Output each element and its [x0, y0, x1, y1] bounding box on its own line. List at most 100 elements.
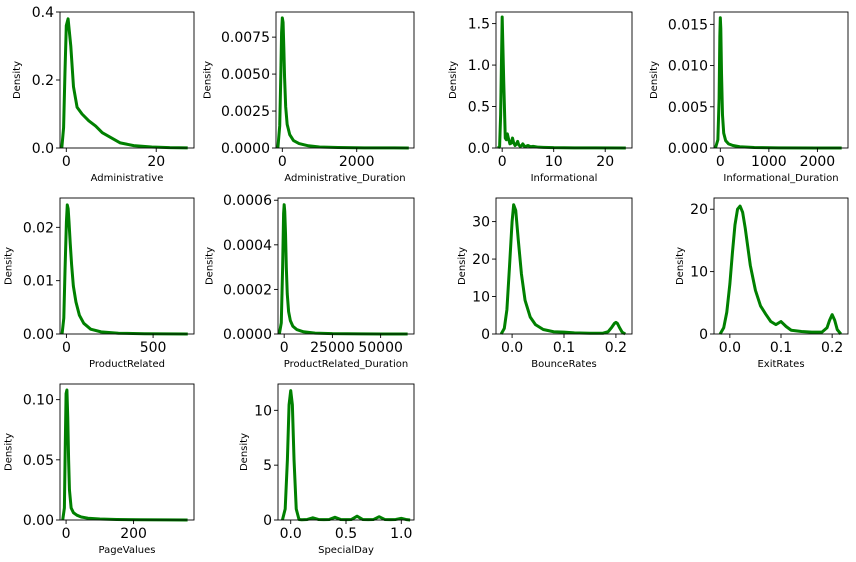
y-tick-label: 20 [690, 202, 708, 218]
y-tick-label: 0.0000 [223, 327, 272, 343]
y-tick-label: 0.0 [32, 141, 54, 157]
y-axis-label: Density [12, 61, 23, 99]
x-axis-label: PageValues [99, 545, 156, 556]
y-tick-label: 0.005 [668, 100, 708, 116]
y-tick-label: 0.0 [468, 141, 490, 157]
axes-frame [59, 197, 195, 335]
x-tick-label: 0.0 [719, 340, 741, 356]
subplot-5: 0 500 0.00 0.01 0.02 ProductRelated Density [4, 197, 195, 370]
y-tick-label: 10 [690, 265, 708, 281]
x-tick-label: 20 [147, 154, 165, 170]
y-tick-label: 0.00 [23, 513, 54, 529]
x-axis-label: ProductRelated [89, 359, 165, 370]
axes-frame [495, 11, 633, 149]
x-tick-label: 20 [596, 154, 614, 170]
x-tick-label: 0.0 [280, 526, 302, 542]
y-tick-label: 1.5 [468, 17, 490, 33]
axes-frame [59, 11, 195, 149]
axes-frame [275, 11, 415, 149]
y-tick-label: 0.015 [668, 17, 708, 33]
y-tick-label: 0.05 [23, 453, 54, 469]
x-axis-label: BounceRates [531, 359, 596, 370]
y-tick-label: 0.000 [668, 141, 708, 157]
y-axis-label: Density [448, 61, 459, 99]
axes-frame [713, 11, 849, 149]
x-tick-label: 0.5 [335, 526, 357, 542]
y-axis-label: Density [239, 433, 250, 471]
y-tick-label: 0 [481, 327, 490, 343]
y-tick-label: 0.0006 [223, 193, 272, 209]
y-axis-label: Density [4, 433, 15, 471]
y-tick-label: 0 [699, 327, 708, 343]
y-tick-label: 20 [472, 252, 490, 268]
x-tick-label: 1000 [751, 154, 787, 170]
y-tick-label: 0.02 [23, 220, 54, 236]
y-tick-label: 0.10 [23, 393, 54, 409]
density-curve [61, 388, 188, 522]
x-tick-label: 0.1 [770, 340, 792, 356]
x-tick-label: 2000 [800, 154, 836, 170]
axes-frame [59, 383, 195, 521]
y-tick-label: 1.0 [468, 58, 490, 74]
axes-frame [277, 383, 415, 521]
y-tick-label: 0.010 [668, 59, 708, 75]
axes-frame [277, 197, 415, 335]
subplot-6: 0 25000 50000 0.0000 0.0002 0.0004 0.0006 Produ… [204, 193, 415, 370]
x-tick-label: 0 [62, 526, 71, 542]
y-axis-label: Density [457, 247, 468, 285]
subplot-4: 0 1000 2000 0.000 0.005 0.010 0.015 Information… [649, 11, 849, 184]
y-tick-label: 0.00 [23, 327, 54, 343]
y-tick-label: 0.5 [468, 100, 490, 116]
x-tick-label: 0 [280, 340, 289, 356]
axes-frame [713, 197, 849, 335]
y-tick-label: 10 [472, 290, 490, 306]
y-tick-label: 0.4 [32, 5, 54, 21]
subplot-1: 0 20 0.0 0.2 0.4 Administrative Density [12, 5, 195, 184]
x-tick-label: 0.0 [501, 340, 523, 356]
x-tick-label: 1.0 [390, 526, 412, 542]
subplot-9: 0 200 0.00 0.05 0.10 PageValues Density [4, 383, 195, 556]
density-curve [60, 203, 188, 336]
y-tick-label: 0.0025 [221, 104, 270, 120]
x-tick-label: 0.2 [821, 340, 843, 356]
subplot-2: 0 2000 0.0000 0.0025 0.0050 0.0075 Administrat… [202, 11, 415, 184]
density-curve [276, 16, 409, 150]
x-tick-label: 50000 [358, 340, 403, 356]
x-tick-label: 0.2 [605, 340, 627, 356]
x-tick-label: 10 [545, 154, 563, 170]
y-tick-label: 0.0004 [223, 238, 272, 254]
x-tick-label: 200 [120, 526, 147, 542]
y-tick-label: 30 [472, 215, 490, 231]
density-curve [499, 203, 627, 336]
x-axis-label: Informational [531, 173, 598, 184]
x-axis-label: Administrative_Duration [284, 173, 405, 184]
density-curve [280, 389, 411, 522]
y-tick-label: 10 [254, 403, 272, 419]
x-axis-label: Informational_Duration [723, 173, 838, 184]
subplot-7: 0.0 0.1 0.2 0 10 20 30 BounceRates Density [457, 197, 633, 370]
y-tick-label: 0.0000 [221, 141, 270, 157]
x-tick-label: 0 [278, 154, 287, 170]
subplot-10: 0.0 0.5 1.0 0 5 10 SpecialDay Density [239, 383, 415, 556]
y-tick-label: 0.0050 [221, 67, 270, 83]
x-tick-label: 0 [62, 340, 71, 356]
density-curve [714, 16, 842, 150]
y-axis-label: Density [204, 247, 215, 285]
x-tick-label: 25000 [310, 340, 355, 356]
density-curve [496, 15, 626, 150]
x-tick-label: 500 [140, 340, 167, 356]
x-axis-label: ExitRates [757, 359, 804, 370]
x-tick-label: 0 [62, 154, 71, 170]
density-curve [718, 204, 843, 335]
subplot-8: 0.0 0.1 0.2 0 10 20 ExitRates Density [675, 197, 849, 370]
y-tick-label: 0 [263, 513, 272, 529]
x-tick-label: 0 [498, 154, 507, 170]
x-tick-label: 0 [716, 154, 725, 170]
x-axis-label: ProductRelated_Duration [284, 359, 408, 370]
y-tick-label: 0.2 [32, 73, 54, 89]
x-tick-label: 2000 [339, 154, 375, 170]
y-axis-label: Density [4, 247, 15, 285]
density-curve [60, 17, 188, 150]
y-axis-label: Density [649, 61, 660, 99]
